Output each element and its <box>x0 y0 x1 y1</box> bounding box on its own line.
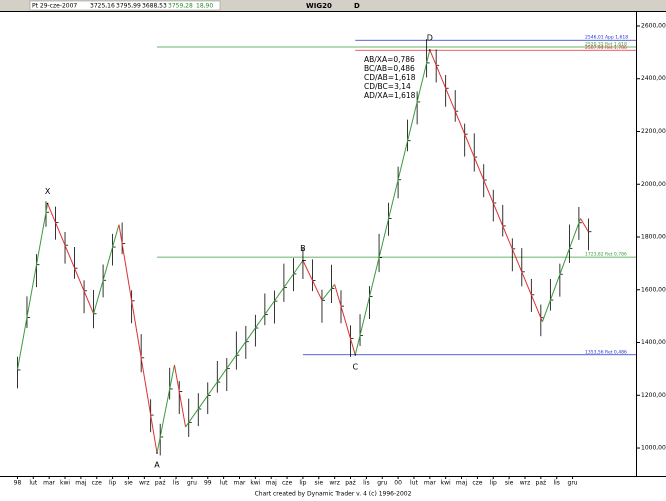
y-tick-label: 2400,00 <box>641 75 666 82</box>
change: 18,90 <box>196 3 213 10</box>
x-tick-label: cze <box>472 480 482 487</box>
point-label: C <box>352 362 358 371</box>
x-tick-label: mar <box>43 480 56 487</box>
point-label: B <box>300 244 306 253</box>
level-label: 1353,56 Ret 0,486 <box>585 349 627 355</box>
zigzag-segment <box>185 260 304 428</box>
x-tick-label: mar <box>233 480 246 487</box>
x-tick-label: wrz <box>139 480 150 487</box>
zigzag-segment <box>541 218 581 322</box>
x-tick-label: 98 <box>14 480 22 487</box>
footer: Chart created by Dynamic Trader v. 4 (c)… <box>255 491 412 498</box>
level-label: 1723,82 Ret 0,786 <box>585 252 627 258</box>
zigzag-segment <box>302 260 323 301</box>
x-tick-label: 99 <box>204 480 212 487</box>
high: 3795,99 <box>116 3 141 10</box>
level-label: 2520,32 Ret 1,618 <box>585 41 627 47</box>
x-tick-label: gru <box>377 480 387 487</box>
x-tick-label: gru <box>187 480 197 487</box>
y-tick-label: 1200,00 <box>641 392 666 399</box>
close: 3759,28 <box>168 3 193 10</box>
x-tick-label: lut <box>29 480 37 487</box>
level-label: 2507,94 Ret 1,786 <box>585 45 627 51</box>
x-tick-label: maj <box>75 480 87 487</box>
ratio-annotation: CD/BC=3,14 <box>364 82 411 91</box>
x-tick-label: lip <box>109 480 116 487</box>
point-label: D <box>427 33 433 42</box>
x-tick-label: lis <box>553 480 559 487</box>
pivot-point <box>46 202 49 205</box>
x-tick-label: cze <box>282 480 292 487</box>
ratio-annotation: AD/XA=1,618 <box>364 91 416 100</box>
zigzag-segment <box>16 203 49 371</box>
y-tick-label: 1800,00 <box>641 234 666 241</box>
y-tick-label: 1600,00 <box>641 286 666 293</box>
x-tick-label: lip <box>490 480 497 487</box>
x-tick-label: lut <box>220 480 228 487</box>
ratio-annotation: CD/AB=1,618 <box>364 73 416 82</box>
x-tick-label: gru <box>568 480 578 487</box>
x-tick-label: kwi <box>441 480 451 487</box>
low: 3688,53 <box>142 3 167 10</box>
x-tick-label: kwi <box>250 480 260 487</box>
zigzag-segment <box>321 284 336 301</box>
zigzag-segment <box>334 284 356 356</box>
point-label: X <box>45 187 51 196</box>
level-label: 2546,01 App 1,618 <box>585 35 628 41</box>
x-tick-label: sie <box>315 480 324 487</box>
x-tick-label: lip <box>299 480 306 487</box>
y-tick-label: 2000,00 <box>641 181 666 188</box>
ratio-annotation: BC/AB=0,486 <box>364 64 415 73</box>
zigzag-segment <box>93 224 120 314</box>
date: Pt 29-cze-2007 <box>32 3 77 10</box>
x-tick-label: wrz <box>520 480 531 487</box>
header-bar <box>0 0 666 11</box>
zigzag-segment <box>118 224 158 454</box>
symbol: WIG20 <box>306 2 332 10</box>
x-tick-label: paź <box>536 480 547 487</box>
x-tick-label: maj <box>266 480 278 487</box>
y-tick-label: 1000,00 <box>641 445 666 452</box>
zigzag-segment <box>156 364 175 454</box>
zigzag-segment <box>173 364 187 428</box>
pivot-point <box>429 49 431 51</box>
x-tick-label: 00 <box>394 480 402 487</box>
x-tick-label: paź <box>155 480 166 487</box>
x-tick-label: kwi <box>60 480 70 487</box>
period: D <box>354 2 360 10</box>
zigzag-segment <box>354 49 431 356</box>
pivot-point <box>354 354 357 356</box>
x-tick-label: wrz <box>329 480 340 487</box>
ratio-annotation: AB/XA=0,786 <box>364 55 415 64</box>
x-tick-label: paź <box>345 480 356 487</box>
x-tick-label: maj <box>456 480 468 487</box>
point-label: A <box>154 461 160 470</box>
zigzag-segment <box>47 203 95 314</box>
pivot-point <box>302 259 304 262</box>
x-tick-label: lis <box>363 480 369 487</box>
open: 3725,16 <box>90 3 115 10</box>
x-tick-label: sie <box>124 480 133 487</box>
info-box <box>29 0 221 11</box>
y-tick-label: 1400,00 <box>641 339 666 346</box>
y-tick-label: 2200,00 <box>641 128 666 135</box>
zigzag-segment <box>580 218 589 232</box>
x-tick-label: sie <box>505 480 514 487</box>
y-tick-label: 2600,00 <box>641 22 666 29</box>
zigzag-segment <box>429 49 543 322</box>
x-tick-label: cze <box>92 480 102 487</box>
x-tick-label: lut <box>410 480 418 487</box>
x-tick-label: mar <box>424 480 437 487</box>
x-tick-label: lis <box>173 480 179 487</box>
pivot-point <box>156 452 158 454</box>
